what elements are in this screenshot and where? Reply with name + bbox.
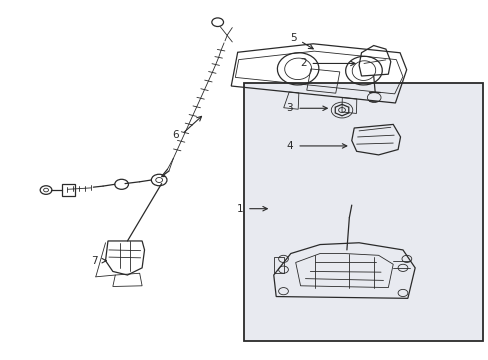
Circle shape	[211, 18, 223, 27]
Bar	[244, 83, 483, 341]
Text: 5: 5	[290, 33, 297, 43]
Text: 6: 6	[172, 130, 178, 140]
Text: 1: 1	[236, 204, 243, 214]
Text: 2: 2	[299, 58, 306, 68]
Text: 3: 3	[286, 103, 293, 113]
Text: 4: 4	[286, 141, 293, 151]
Text: 7: 7	[91, 256, 98, 266]
Bar	[61, 184, 75, 197]
